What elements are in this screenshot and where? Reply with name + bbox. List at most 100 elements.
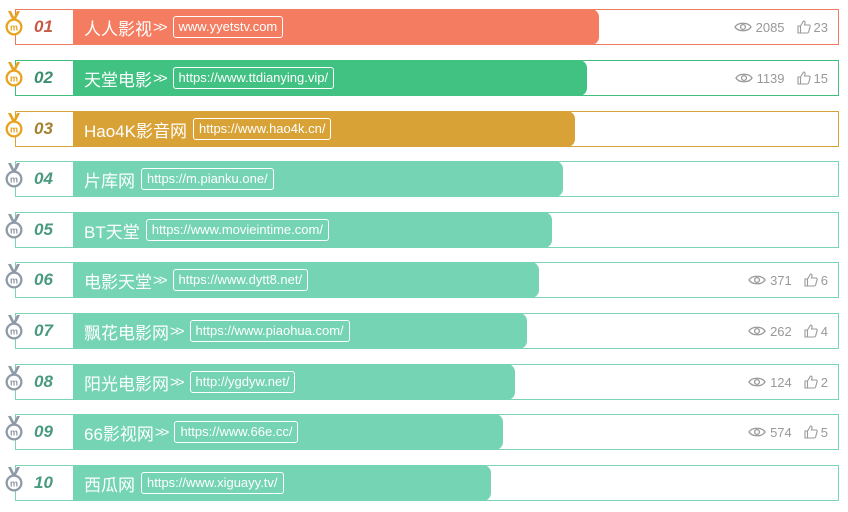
eye-icon [748,274,766,286]
rank-number: 01 [34,17,53,36]
likes-count: 6 [820,272,828,288]
svg-text:m: m [10,226,18,236]
likes-count: 2 [820,374,828,390]
svg-text:m: m [10,74,18,84]
ranking-row-07[interactable]: m 07 飘花电影网 >> https://www.piaohua.com/ 2… [5,313,839,349]
arrow-indicator: >> [153,18,167,36]
eye-icon [748,325,766,337]
medal-icon: m [3,365,25,393]
row-stats: 262 4 [748,314,828,348]
ranking-row-09[interactable]: m 09 66影视网 >> https://www.66e.cc/ 574 5 [5,414,839,450]
site-name[interactable]: BT天堂 [84,222,140,242]
site-name[interactable]: 人人影视 [84,19,152,39]
rank-bar[interactable]: 飘花电影网 >> https://www.piaohua.com/ [73,313,527,349]
site-name[interactable]: 飘花电影网 [84,323,169,343]
site-name[interactable]: 阳光电影网 [84,374,169,394]
site-url[interactable]: www.yyetstv.com [172,16,284,38]
rank-bar[interactable]: 片库网 https://m.pianku.one/ [73,161,563,197]
arrow-indicator: >> [153,271,167,289]
site-url[interactable]: https://www.ttdianying.vip/ [172,67,335,89]
arrow-indicator: >> [154,423,169,441]
views-count: 124 [770,374,792,390]
svg-text:m: m [10,125,18,135]
site-url[interactable]: https://www.hao4k.cn/ [192,118,332,140]
ranking-row-02[interactable]: m 02 天堂电影 >> https://www.ttdianying.vip/… [5,60,839,96]
arrow-indicator: >> [170,373,184,391]
views-count: 262 [770,323,792,339]
site-url[interactable]: https://www.dytt8.net/ [172,269,309,291]
site-url[interactable]: http://ygdyw.net/ [189,371,296,393]
rank-number: 02 [34,68,53,87]
thumbs-up-icon[interactable] [796,20,811,34]
medal-icon: m [3,61,25,89]
rank-bar[interactable]: 66影视网 >> https://www.66e.cc/ [73,414,503,450]
thumbs-up-icon[interactable] [804,273,818,287]
thumbs-up-icon[interactable] [804,425,818,439]
arrow-indicator: >> [170,322,184,340]
svg-text:m: m [10,23,18,33]
rank-number: 05 [34,220,53,239]
thumbs-up-icon[interactable] [804,324,818,338]
medal-icon: m [3,213,25,241]
thumbs-up-icon[interactable] [804,375,818,389]
views-count: 371 [770,272,792,288]
rank-number: 07 [34,321,53,340]
rank-bar[interactable]: 电影天堂 >> https://www.dytt8.net/ [73,262,539,298]
rank-bar[interactable]: 西瓜网 https://www.xiguayy.tv/ [73,465,491,501]
ranking-row-04[interactable]: m 04 片库网 https://m.pianku.one/ [5,161,839,197]
site-url[interactable]: https://m.pianku.one/ [141,168,274,190]
rank-number: 09 [34,422,53,441]
ranking-row-05[interactable]: m 05 BT天堂 https://www.movieintime.com/ [5,212,839,248]
ranking-row-03[interactable]: m 03 Hao4K影音网 https://www.hao4k.cn/ [5,111,839,147]
site-url[interactable]: https://www.66e.cc/ [174,421,299,443]
medal-icon: m [3,466,25,494]
views-count: 2085 [755,19,785,35]
medal-icon: m [3,162,25,190]
rank-number: 10 [34,473,53,492]
likes-count: 23 [813,19,828,35]
svg-text:m: m [10,327,18,337]
site-url[interactable]: https://www.movieintime.com/ [145,219,329,241]
svg-text:m: m [10,479,18,489]
medal-icon: m [3,415,25,443]
svg-text:m: m [10,378,18,388]
svg-text:m: m [10,276,18,286]
likes-count: 5 [820,424,828,440]
svg-text:m: m [10,428,18,438]
site-name[interactable]: 天堂电影 [84,70,152,90]
site-url[interactable]: https://www.piaohua.com/ [189,320,350,342]
site-name[interactable]: Hao4K影音网 [84,121,187,141]
ranking-row-10[interactable]: m 10 西瓜网 https://www.xiguayy.tv/ [5,465,839,501]
row-stats: 124 2 [748,365,828,399]
site-name[interactable]: 西瓜网 [84,475,135,495]
thumbs-up-icon[interactable] [796,71,811,85]
row-stats: 2085 23 [733,10,828,44]
medal-icon: m [3,263,25,291]
medal-icon: m [3,10,25,38]
eye-icon [734,72,753,84]
rank-number: 06 [34,270,53,289]
svg-text:m: m [10,175,18,185]
arrow-indicator: >> [153,69,167,87]
rank-bar[interactable]: 人人影视 >> www.yyetstv.com [73,9,599,45]
ranking-row-01[interactable]: m 01 人人影视 >> www.yyetstv.com 2085 23 [5,9,839,45]
rank-number: 04 [34,169,53,188]
rank-number: 08 [34,372,53,391]
site-url[interactable]: https://www.xiguayy.tv/ [141,472,284,494]
ranking-row-08[interactable]: m 08 阳光电影网 >> http://ygdyw.net/ 124 2 [5,364,839,400]
eye-icon [748,426,766,438]
site-name[interactable]: 片库网 [84,171,135,191]
row-stats: 371 6 [748,263,828,297]
rank-bar[interactable]: 天堂电影 >> https://www.ttdianying.vip/ [73,60,587,96]
site-name[interactable]: 电影天堂 [84,272,152,292]
rank-bar[interactable]: 阳光电影网 >> http://ygdyw.net/ [73,364,515,400]
rank-bar[interactable]: BT天堂 https://www.movieintime.com/ [73,212,552,248]
ranking-row-06[interactable]: m 06 电影天堂 >> https://www.dytt8.net/ 371 … [5,262,839,298]
rank-number: 03 [34,119,53,138]
row-stats: 574 5 [748,415,828,449]
rank-bar[interactable]: Hao4K影音网 https://www.hao4k.cn/ [73,111,575,147]
eye-icon [733,21,752,33]
views-count: 574 [770,424,792,440]
site-name[interactable]: 66影视网 [84,424,154,444]
